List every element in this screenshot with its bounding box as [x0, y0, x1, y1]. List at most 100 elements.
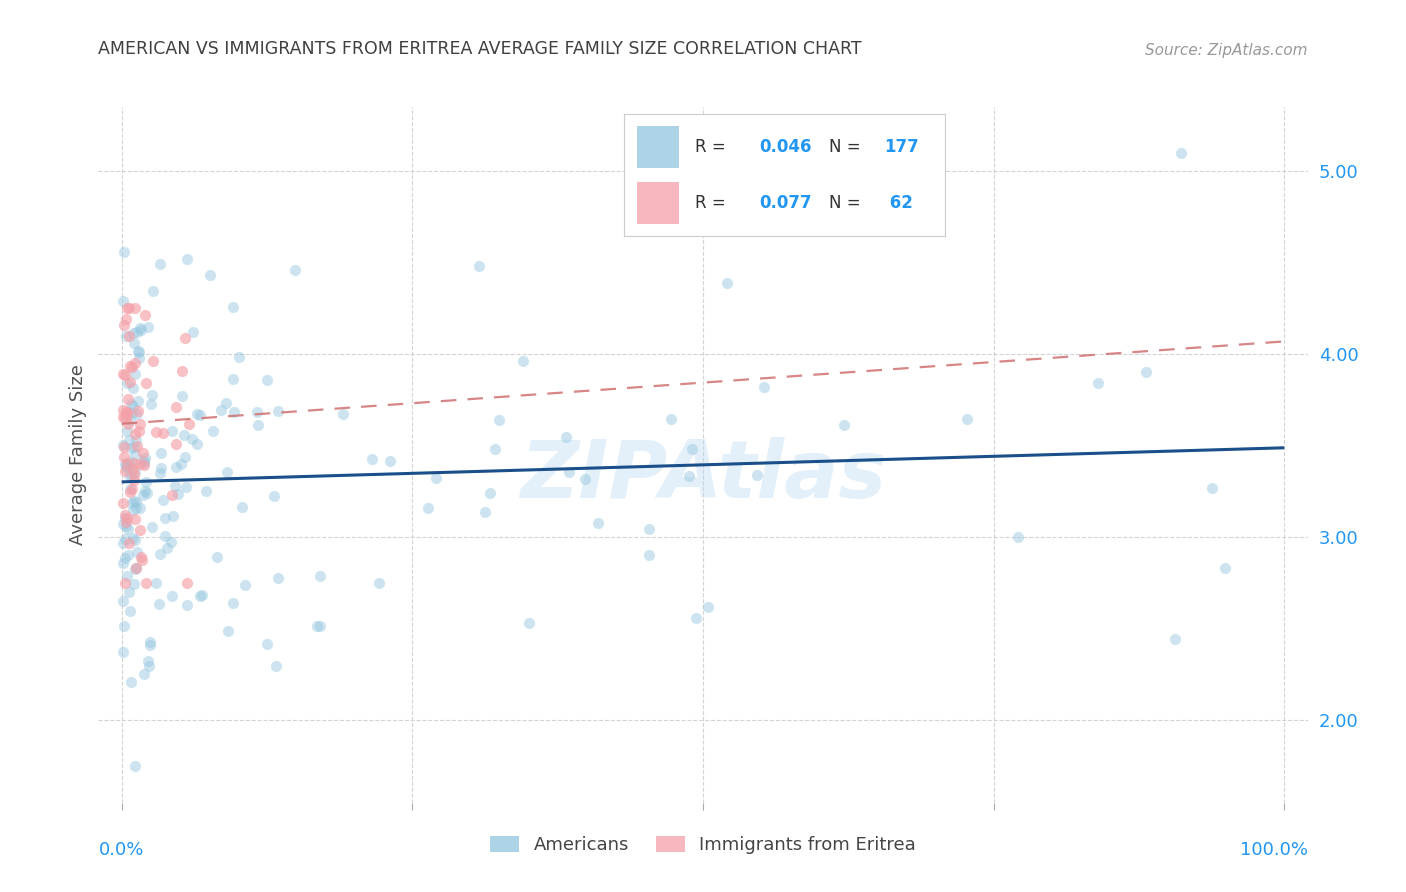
Point: [120, 455, 142, 469]
Text: AMERICAN VS IMMIGRANTS FROM ERITREA AVERAGE FAMILY SIZE CORRELATION CHART: AMERICAN VS IMMIGRANTS FROM ERITREA AVER…: [98, 40, 862, 58]
Point: [125, 495, 148, 509]
Point: [139, 634, 162, 648]
Point: [148, 597, 170, 611]
Point: [122, 336, 145, 351]
Point: [165, 437, 187, 451]
Point: [127, 544, 149, 558]
Point: [136, 320, 159, 334]
Point: [121, 406, 143, 420]
Point: [160, 424, 183, 438]
Point: [160, 535, 183, 549]
Point: [181, 326, 204, 340]
Point: [222, 596, 245, 610]
Point: [141, 519, 163, 533]
Point: [125, 561, 148, 575]
Point: [309, 569, 332, 583]
Point: [557, 466, 579, 480]
Point: [697, 599, 720, 614]
Point: [1087, 376, 1109, 391]
Point: [180, 432, 202, 446]
Point: [120, 397, 142, 411]
Point: [425, 471, 447, 485]
Point: [474, 505, 496, 519]
Point: [145, 425, 167, 439]
Point: [121, 359, 143, 374]
Point: [121, 531, 143, 545]
Point: [135, 475, 157, 489]
Point: [114, 368, 136, 382]
Point: [114, 511, 136, 525]
Point: [186, 407, 208, 421]
Point: [117, 523, 139, 537]
Point: [1135, 365, 1157, 379]
Point: [233, 577, 256, 591]
Point: [134, 450, 156, 465]
Point: [150, 461, 173, 475]
Point: [118, 433, 141, 447]
Point: [114, 551, 136, 566]
Point: [132, 488, 155, 502]
Point: [488, 413, 510, 427]
Point: [111, 403, 134, 417]
Point: [586, 516, 609, 530]
Point: [127, 404, 149, 418]
Point: [112, 645, 135, 659]
Point: [128, 424, 150, 438]
Point: [160, 488, 183, 502]
Point: [1201, 481, 1223, 495]
Point: [112, 245, 135, 260]
Point: [139, 396, 162, 410]
Point: [153, 529, 176, 543]
Point: [120, 413, 142, 427]
Point: [114, 464, 136, 478]
Point: [378, 454, 401, 468]
Point: [149, 547, 172, 561]
Point: [176, 599, 198, 613]
Point: [114, 515, 136, 529]
Point: [149, 257, 172, 271]
Point: [173, 450, 195, 464]
Point: [166, 487, 188, 501]
Point: [205, 549, 228, 564]
Point: [215, 465, 238, 479]
Point: [125, 433, 148, 447]
Point: [574, 472, 596, 486]
Point: [121, 399, 143, 413]
Point: [659, 411, 682, 425]
Point: [117, 569, 139, 583]
Point: [152, 492, 174, 507]
Point: [128, 345, 150, 359]
Point: [118, 468, 141, 483]
Point: [209, 403, 232, 417]
Point: [118, 329, 141, 343]
Point: [247, 418, 270, 433]
Point: [117, 301, 139, 316]
Point: [120, 675, 142, 690]
Point: [124, 562, 146, 576]
Point: [165, 460, 187, 475]
Point: [115, 404, 138, 418]
Point: [127, 343, 149, 358]
Point: [129, 523, 152, 537]
Point: [170, 457, 193, 471]
Point: [120, 442, 142, 456]
Point: [115, 376, 138, 391]
Point: [122, 467, 145, 481]
Point: [112, 440, 135, 454]
Point: [124, 426, 146, 441]
Point: [111, 517, 134, 532]
Point: [1164, 632, 1187, 646]
Point: [555, 429, 578, 443]
Point: [361, 451, 384, 466]
Point: [115, 456, 138, 470]
Text: 100.0%: 100.0%: [1240, 841, 1308, 859]
Point: [118, 483, 141, 497]
Point: [135, 576, 157, 591]
Point: [132, 458, 155, 472]
Point: [115, 511, 138, 525]
Point: [120, 359, 142, 373]
Legend: Americans, Immigrants from Eritrea: Americans, Immigrants from Eritrea: [481, 827, 925, 863]
Point: [124, 494, 146, 508]
Point: [176, 252, 198, 266]
Point: [118, 604, 141, 618]
